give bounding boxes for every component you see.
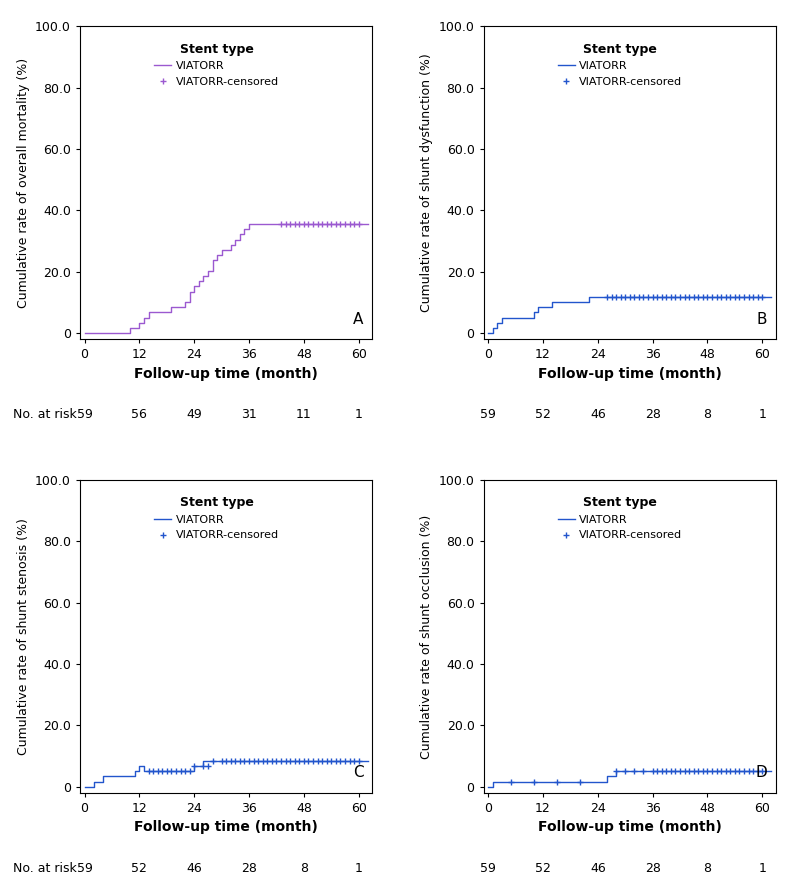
- Legend: VIATORR, VIATORR-censored: VIATORR, VIATORR-censored: [150, 38, 283, 92]
- Text: 28: 28: [645, 408, 661, 421]
- Y-axis label: Cumulative rate of shunt stenosis (%): Cumulative rate of shunt stenosis (%): [17, 518, 30, 755]
- Text: 59: 59: [480, 862, 496, 875]
- X-axis label: Follow-up time (month): Follow-up time (month): [134, 366, 318, 381]
- Text: C: C: [353, 766, 364, 781]
- Text: A: A: [354, 312, 364, 327]
- Text: 28: 28: [241, 862, 257, 875]
- X-axis label: Follow-up time (month): Follow-up time (month): [134, 820, 318, 834]
- Legend: VIATORR, VIATORR-censored: VIATORR, VIATORR-censored: [554, 492, 686, 544]
- Text: 46: 46: [590, 862, 606, 875]
- Text: 49: 49: [186, 408, 202, 421]
- Text: 52: 52: [535, 408, 551, 421]
- Text: 1: 1: [758, 862, 766, 875]
- Text: D: D: [755, 766, 767, 781]
- Text: No. at risk: No. at risk: [14, 862, 77, 875]
- Legend: VIATORR, VIATORR-censored: VIATORR, VIATORR-censored: [150, 492, 283, 544]
- Text: No. at risk: No. at risk: [14, 408, 77, 421]
- Text: B: B: [757, 312, 767, 327]
- Text: 46: 46: [590, 408, 606, 421]
- Text: 59: 59: [480, 408, 496, 421]
- Text: 1: 1: [354, 408, 362, 421]
- Text: 28: 28: [645, 862, 661, 875]
- Y-axis label: Cumulative rate of shunt dysfunction (%): Cumulative rate of shunt dysfunction (%): [420, 54, 433, 312]
- Y-axis label: Cumulative rate of shunt occlusion (%): Cumulative rate of shunt occlusion (%): [420, 515, 433, 759]
- Y-axis label: Cumulative rate of overall mortality (%): Cumulative rate of overall mortality (%): [17, 58, 30, 308]
- Text: 52: 52: [131, 862, 147, 875]
- Text: 31: 31: [241, 408, 257, 421]
- Text: 59: 59: [77, 408, 93, 421]
- X-axis label: Follow-up time (month): Follow-up time (month): [538, 366, 722, 381]
- Text: 11: 11: [296, 408, 312, 421]
- X-axis label: Follow-up time (month): Follow-up time (month): [538, 820, 722, 834]
- Text: 46: 46: [186, 862, 202, 875]
- Legend: VIATORR, VIATORR-censored: VIATORR, VIATORR-censored: [554, 38, 686, 92]
- Text: 1: 1: [758, 408, 766, 421]
- Text: 56: 56: [131, 408, 147, 421]
- Text: 59: 59: [77, 862, 93, 875]
- Text: 8: 8: [300, 862, 308, 875]
- Text: 1: 1: [354, 862, 362, 875]
- Text: 52: 52: [535, 862, 551, 875]
- Text: 8: 8: [703, 408, 711, 421]
- Text: 8: 8: [703, 862, 711, 875]
